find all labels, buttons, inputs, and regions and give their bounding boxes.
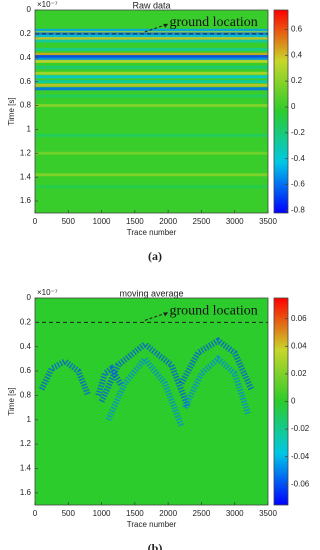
colorbar-tick-label: -0.4 <box>291 154 305 163</box>
annotation-arrowhead <box>163 312 169 317</box>
reflection-curve <box>182 354 251 415</box>
x-tick-label: 500 <box>62 217 76 226</box>
y-tick-label: 0.4 <box>20 342 32 351</box>
y-tick-label: 0.2 <box>20 29 32 38</box>
y-tick-label: 0.8 <box>20 101 32 110</box>
x-tick-label: 0 <box>33 509 38 518</box>
x-tick-label: 2500 <box>193 217 211 226</box>
colorbar-tick-label: -0.6 <box>291 180 305 189</box>
reflection-curve <box>38 357 92 397</box>
y-tick-label: 1 <box>27 125 32 134</box>
image <box>35 28 268 189</box>
colorbar-tick-label: -0.04 <box>291 452 310 461</box>
y-tick-label: 1 <box>27 415 32 424</box>
image-stripe <box>35 59 268 63</box>
x-tick-label: 0 <box>33 217 38 226</box>
annotation-arrowhead <box>163 23 169 28</box>
title: moving average <box>119 288 183 298</box>
y-tick-label: 1.2 <box>20 148 32 157</box>
y-tick-label: 1.4 <box>20 172 32 181</box>
image-stripe <box>35 71 268 75</box>
y-axis-label: Time [s] <box>7 97 16 125</box>
y-axis-label: Time [s] <box>7 387 16 415</box>
image-stripe <box>35 80 268 84</box>
reflection-curve <box>95 364 125 397</box>
x-tick-label: 3000 <box>226 217 244 226</box>
image-stripe <box>35 32 268 36</box>
x-tick-label: 2000 <box>159 217 177 226</box>
y-tick-label: 0.6 <box>20 77 32 86</box>
x-tick-label: 2500 <box>193 509 211 518</box>
image-stripe <box>35 83 268 87</box>
colorbar-tick-label: -0.2 <box>291 128 305 137</box>
y-tick-label: 0.4 <box>20 53 32 62</box>
colorbar-tick-label: 0.6 <box>291 25 303 34</box>
image-stripe <box>35 55 268 59</box>
y-tick-label: 1.6 <box>20 488 32 497</box>
image-stripe <box>35 133 268 137</box>
image-stripe <box>35 39 268 43</box>
y-tick-label: 1.6 <box>20 196 32 205</box>
y-tick-label: 0 <box>27 5 32 14</box>
image-background <box>35 298 268 505</box>
colorbar-tick-label: 0.2 <box>291 76 303 85</box>
plot-frame <box>34 297 269 506</box>
image <box>38 337 255 427</box>
colorbar-tick-label: 0 <box>291 397 296 406</box>
y-multiplier: ×10⁻⁷ <box>37 288 58 297</box>
image-stripe <box>35 65 268 69</box>
x-tick-label: 2000 <box>159 509 177 518</box>
x-axis-label: Trace number <box>127 520 177 529</box>
colorbar-tick-label: -0.8 <box>291 206 305 215</box>
plot-frame <box>34 9 269 214</box>
y-tick-label: 0 <box>27 293 32 302</box>
x-tick-label: 1000 <box>93 509 111 518</box>
colorbar-tick-label: 0.02 <box>291 369 307 378</box>
colorbar <box>273 9 289 214</box>
image-stripe <box>35 87 268 91</box>
image-stripe <box>35 34 268 38</box>
reflection-curve <box>105 354 185 427</box>
x-axis-label: Trace number <box>127 228 177 237</box>
reflection-curve <box>178 337 255 391</box>
x-tick-label: 1500 <box>126 217 144 226</box>
x-tick-label: 1000 <box>93 217 111 226</box>
caption: (b) <box>148 541 163 550</box>
y-multiplier: ×10⁻⁷ <box>37 0 58 9</box>
image-stripe <box>35 47 268 51</box>
annotation-text: ground location <box>169 304 257 319</box>
image-stripe <box>35 75 268 79</box>
image-stripe <box>35 173 268 177</box>
y-tick-label: 0.6 <box>20 366 32 375</box>
image-stripe <box>35 37 268 41</box>
x-tick-label: 3500 <box>259 509 277 518</box>
colorbar-tick-label: 0 <box>291 102 296 111</box>
x-tick-label: 1500 <box>126 509 144 518</box>
caption: (a) <box>148 249 162 263</box>
title: Raw data <box>132 0 170 10</box>
x-tick-label: 3500 <box>259 217 277 226</box>
annotation-text: ground location <box>169 15 257 30</box>
x-tick-label: 500 <box>62 509 76 518</box>
x-tick-label: 3000 <box>226 509 244 518</box>
image-stripe <box>35 52 268 56</box>
image-background <box>35 10 268 213</box>
image-stripe <box>35 94 268 98</box>
colorbar-tick-label: -0.06 <box>291 479 310 488</box>
colorbar-tick-label: -0.02 <box>291 424 310 433</box>
image-stripe <box>35 57 268 61</box>
image-stripe <box>35 28 268 32</box>
y-tick-label: 0.8 <box>20 391 32 400</box>
image-stripe <box>35 151 268 155</box>
y-tick-label: 1.4 <box>20 464 32 473</box>
y-tick-label: 0.2 <box>20 317 32 326</box>
colorbar-tick-label: 0.4 <box>291 50 303 59</box>
image-stripe <box>35 104 268 108</box>
colorbar-tick-label: 0.06 <box>291 314 307 323</box>
y-tick-label: 1.2 <box>20 439 32 448</box>
image-stripe <box>35 185 268 189</box>
colorbar-tick-label: 0.04 <box>291 341 307 350</box>
